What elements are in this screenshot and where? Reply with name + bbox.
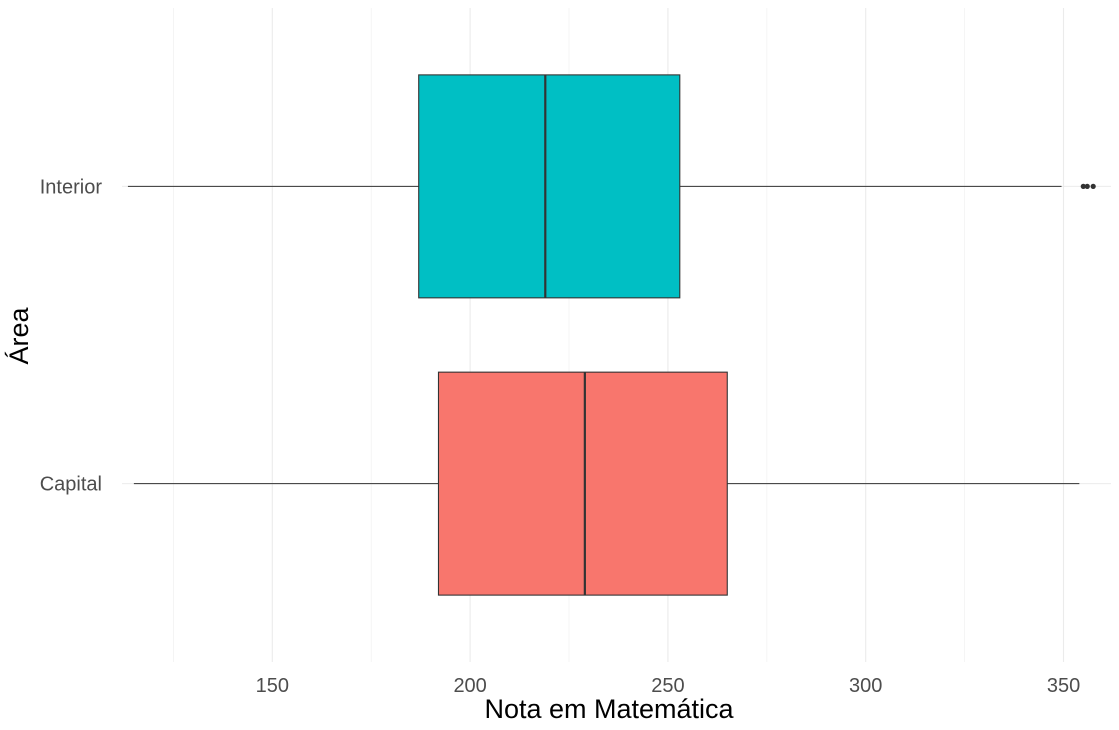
plot-marks: [127, 74, 1096, 596]
x-axis-tick-labels: 150 200 250 300 350: [256, 675, 1081, 697]
x-axis-title: Nota em Matemática: [484, 694, 734, 724]
y-tick-label: Capital: [40, 474, 102, 496]
box-capital: [437, 371, 728, 596]
outlier-point-interior: [1084, 183, 1090, 189]
y-tick-label: Interior: [40, 176, 103, 198]
outlier-point-interior: [1080, 183, 1086, 189]
x-tick-label: 350: [1047, 675, 1080, 697]
y-axis-title: Área: [4, 307, 34, 365]
box-interior: [418, 74, 681, 299]
outlier-point-interior: [1090, 183, 1096, 189]
x-tick-label: 300: [849, 675, 882, 697]
x-tick-label: 250: [651, 675, 684, 697]
x-tick-label: 200: [453, 675, 486, 697]
x-tick-label: 150: [256, 675, 289, 697]
y-axis-tick-labels: Capital Interior: [40, 176, 103, 495]
